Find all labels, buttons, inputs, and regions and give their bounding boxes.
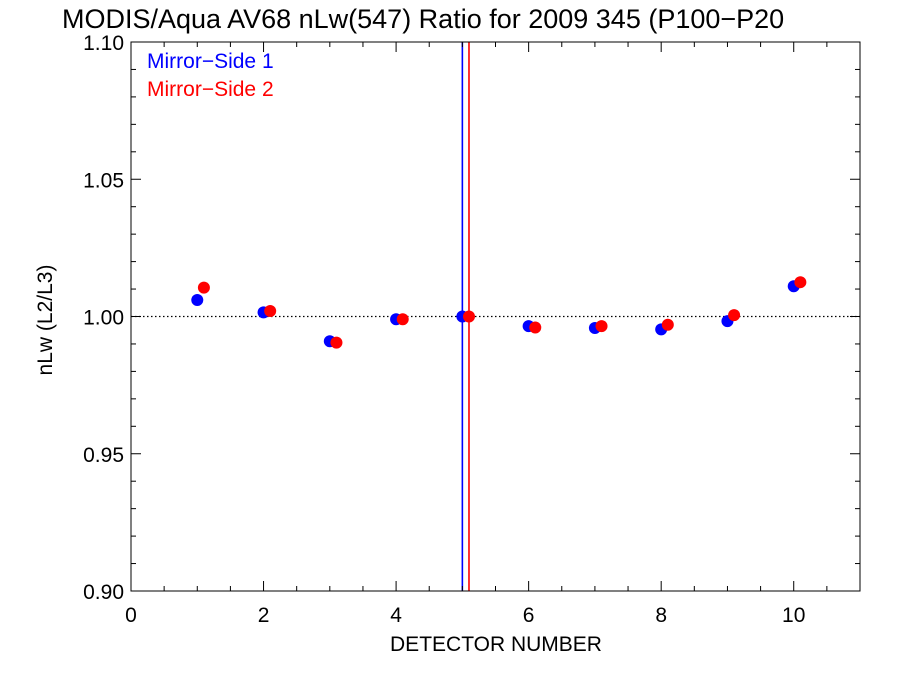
point-series-2-5 [462,310,475,323]
chart-title: MODIS/Aqua AV68 nLw(547) Ratio for 2009 … [62,4,784,34]
point-series-2-4 [396,313,409,326]
x-tick-label: 10 [782,604,805,627]
y-tick-label: 0.95 [83,444,124,467]
x-tick-label: 8 [655,604,667,627]
y-tick-label: 1.10 [83,32,124,55]
y-tick-label: 0.90 [83,581,124,604]
x-tick-label: 2 [258,604,270,627]
legend: Mirror−Side 1 Mirror−Side 2 [147,50,274,101]
legend-entry-mirror-side-2: Mirror−Side 2 [147,78,274,101]
points-layer [191,276,807,349]
x-tick-label: 6 [523,604,535,627]
ticks-layer [130,41,861,592]
labels-layer: 0 2 4 6 8 10 0.90 0.95 1.00 1.05 1.10 [83,32,805,627]
x-axis-label: DETECTOR NUMBER [390,633,602,656]
point-series-2-9 [728,309,741,322]
y-tick-label: 1.05 [83,169,124,192]
x-tick-label: 0 [125,604,137,627]
point-series-2-6 [529,321,542,334]
y-tick-label: 1.00 [83,307,124,330]
y-axis-label: nLw (L2/L3) [34,265,57,376]
point-series-2-3 [330,336,343,349]
point-series-2-1 [197,281,210,294]
point-series-2-8 [661,318,674,331]
legend-entry-mirror-side-1: Mirror−Side 1 [147,50,274,73]
point-series-2-2 [264,305,277,318]
point-series-1-1 [191,294,204,307]
point-series-2-10 [794,276,807,289]
x-tick-label: 4 [390,604,402,627]
point-series-2-7 [595,320,608,333]
